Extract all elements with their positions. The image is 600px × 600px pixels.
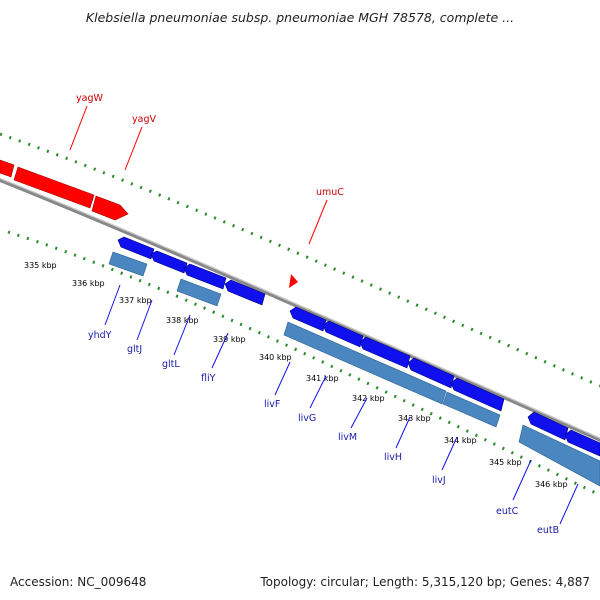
gene-block[interactable] bbox=[322, 320, 364, 348]
gene-block[interactable] bbox=[359, 336, 411, 369]
reverse-gene-track bbox=[117, 236, 600, 457]
gene-block[interactable] bbox=[564, 429, 600, 457]
gene-label-livH[interactable]: livH bbox=[384, 452, 402, 463]
gene-label-livM[interactable]: livM bbox=[338, 432, 357, 443]
label-leader bbox=[124, 126, 143, 171]
forward-gene-track bbox=[0, 159, 298, 288]
scale-label: 340 kbp bbox=[259, 353, 292, 362]
forward-gene-labels: yagW yagV umuC bbox=[69, 93, 344, 245]
gene-block[interactable] bbox=[117, 236, 155, 260]
label-leader bbox=[211, 332, 229, 369]
gene-block[interactable] bbox=[289, 274, 298, 288]
scale-label: 342 kbp bbox=[352, 394, 385, 403]
gene-block[interactable] bbox=[0, 159, 15, 178]
scale-label: 336 kbp bbox=[72, 279, 105, 288]
cds-block[interactable] bbox=[283, 321, 447, 405]
gene-block[interactable] bbox=[527, 411, 569, 441]
genome-summary-text: Topology: circular; Length: 5,315,120 bp… bbox=[260, 575, 590, 589]
label-leader bbox=[512, 459, 532, 501]
genome-backbone-highlight bbox=[0, 177, 600, 439]
scale-label: 341 kbp bbox=[306, 374, 339, 383]
label-leader bbox=[274, 361, 291, 396]
genome-backbone bbox=[0, 177, 600, 442]
label-leader bbox=[309, 375, 327, 409]
gene-label-livJ[interactable]: livJ bbox=[432, 475, 446, 486]
gene-label-yagW[interactable]: yagW bbox=[76, 93, 103, 104]
cds-block[interactable] bbox=[108, 251, 148, 277]
label-leader bbox=[308, 199, 328, 245]
gene-block[interactable] bbox=[289, 306, 327, 332]
scale-label: 344 kbp bbox=[444, 436, 477, 445]
label-leader bbox=[173, 314, 191, 356]
gene-block[interactable] bbox=[13, 166, 95, 209]
label-leader bbox=[395, 416, 411, 449]
gene-label-eutB[interactable]: eutB bbox=[537, 525, 559, 536]
cds-block[interactable] bbox=[518, 424, 600, 487]
gene-label-livF[interactable]: livF bbox=[264, 399, 280, 410]
reverse-gene-labels: yhdY gltJ gltL fliY livF livG livM livH … bbox=[88, 284, 579, 536]
gene-block[interactable] bbox=[450, 377, 505, 412]
gene-label-umuC[interactable]: umuC bbox=[316, 187, 344, 198]
scale-labels: 335 kbp 336 kbp 337 kbp 338 kbp 339 kbp … bbox=[24, 261, 568, 489]
gene-block[interactable] bbox=[224, 279, 266, 306]
scale-label: 343 kbp bbox=[398, 414, 431, 423]
gene-label-eutC[interactable]: eutC bbox=[496, 506, 519, 517]
gene-label-yagV[interactable]: yagV bbox=[132, 114, 156, 125]
scale-label: 345 kbp bbox=[489, 458, 522, 467]
gene-label-fliY[interactable]: fliY bbox=[201, 373, 216, 384]
outer-tick-track bbox=[0, 132, 600, 388]
gene-block[interactable] bbox=[407, 357, 455, 389]
accession-text: Accession: NC_009648 bbox=[10, 575, 147, 589]
gene-label-livG[interactable]: livG bbox=[298, 413, 316, 424]
label-leader bbox=[559, 483, 579, 525]
gene-block[interactable] bbox=[91, 195, 129, 221]
footer: Accession: NC_009648 Topology: circular;… bbox=[10, 575, 590, 591]
scale-label: 337 kbp bbox=[119, 296, 152, 305]
map-title: Klebsiella pneumoniae subsp. pneumoniae … bbox=[85, 10, 515, 25]
label-leader bbox=[104, 284, 121, 326]
label-leader bbox=[441, 436, 458, 471]
scale-label: 338 kbp bbox=[166, 316, 199, 325]
cds-block[interactable] bbox=[442, 391, 501, 428]
gene-label-gltJ[interactable]: gltJ bbox=[127, 344, 142, 355]
gene-block[interactable] bbox=[150, 250, 188, 274]
cds-track bbox=[108, 251, 600, 487]
gene-block[interactable] bbox=[183, 263, 227, 290]
label-leader bbox=[136, 299, 153, 341]
scale-label: 346 kbp bbox=[535, 480, 568, 489]
inner-tick-track bbox=[7, 230, 600, 497]
label-leader bbox=[350, 397, 368, 429]
label-leader bbox=[69, 105, 88, 151]
gene-label-yhdY[interactable]: yhdY bbox=[88, 330, 112, 341]
cds-block[interactable] bbox=[176, 278, 222, 307]
scale-label: 335 kbp bbox=[24, 261, 57, 270]
scale-label: 339 kbp bbox=[213, 335, 246, 344]
gene-label-gltL[interactable]: gltL bbox=[162, 359, 180, 370]
